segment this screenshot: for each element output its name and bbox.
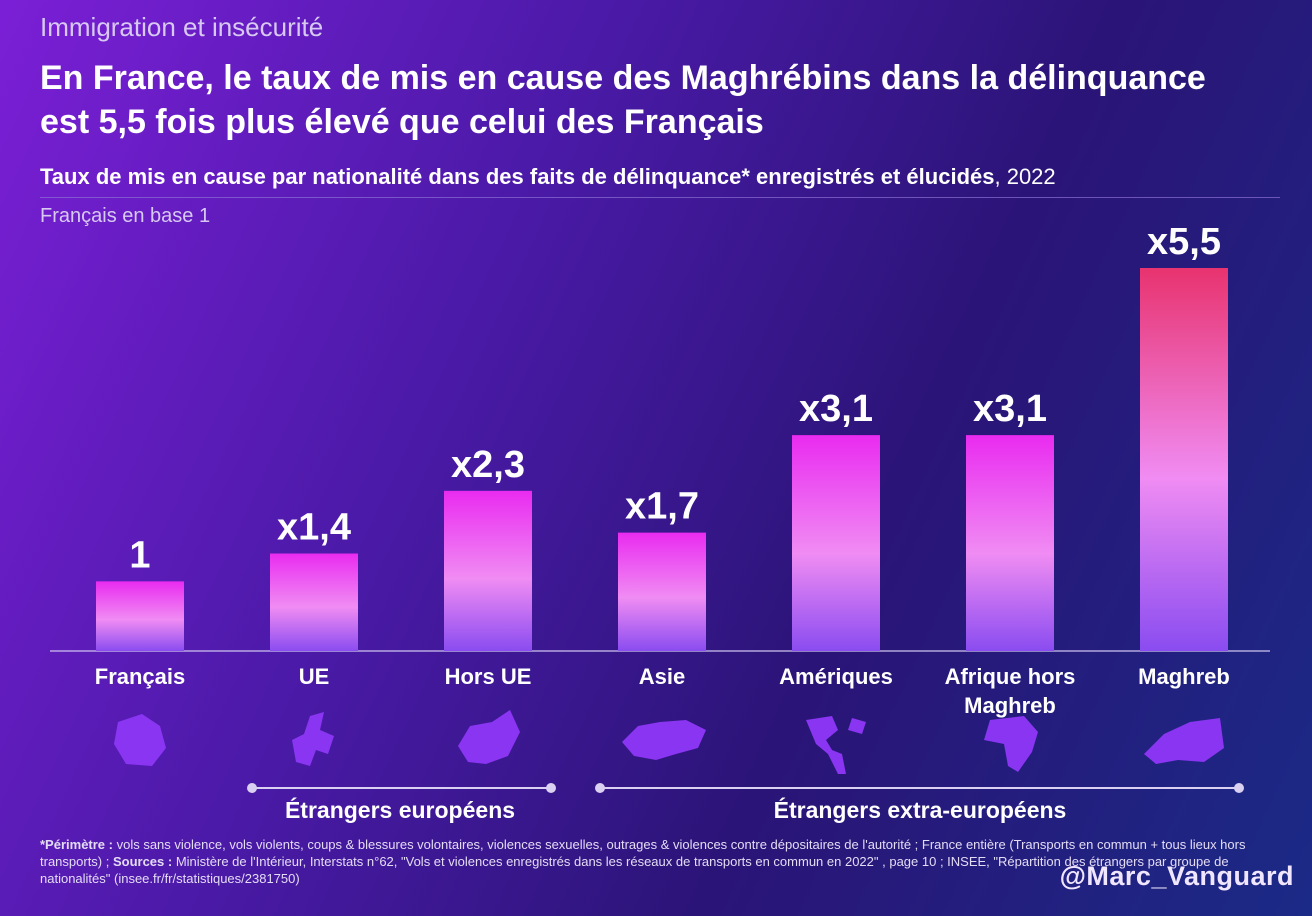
perimetre-text: vols sans violence, vols violents, coups… [40, 837, 1246, 869]
data-label-0: 1 [129, 534, 150, 576]
bar-0 [96, 581, 184, 651]
group-bracket-european-dot-right [546, 783, 556, 793]
group-bracket-extra-european-dot-left [595, 783, 605, 793]
subtitle-year: , 2022 [994, 164, 1056, 189]
category-label-5: Afrique hors Maghreb [945, 664, 1076, 718]
category-label-6: Maghreb [1138, 664, 1230, 689]
headline: En France, le taux de mis en cause des M… [40, 59, 1206, 141]
group-label-extra-european: Étrangers extra-européens [773, 797, 1067, 823]
bar-6 [1140, 268, 1228, 651]
data-label-6: x5,5 [1147, 221, 1221, 263]
perimetre-label: *Périmètre : [40, 837, 113, 852]
data-label-3: x1,7 [625, 486, 699, 528]
data-label-4: x3,1 [799, 388, 873, 430]
footnote: *Périmètre : vols sans violence, vols vi… [40, 836, 1290, 887]
maghreb-map-icon [1144, 718, 1224, 764]
bar-4 [792, 435, 880, 651]
sources-label: Sources : [112, 854, 173, 869]
subtitle-main: Taux de mis en cause par nationalité dan… [40, 164, 995, 189]
data-label-1: x1,4 [277, 507, 351, 549]
data-label-5: x3,1 [973, 388, 1047, 430]
category-label-0: Français [95, 664, 186, 689]
africa-map-icon [984, 716, 1038, 772]
author-handle: @Marc_Vanguard [1059, 861, 1294, 891]
group-bracket-extra-european-dot-right [1234, 783, 1244, 793]
world-map-icon [458, 710, 520, 764]
category-label-5-line2: Maghreb [964, 693, 1056, 718]
category-label-2: Hors UE [445, 664, 532, 689]
france-map-icon [114, 714, 166, 766]
category-label-5-line1: Afrique hors [945, 664, 1076, 689]
base-note: Français en base 1 [40, 205, 211, 227]
data-label-2: x2,3 [451, 444, 525, 486]
bar-1 [270, 553, 358, 651]
title-divider [40, 197, 1280, 198]
category-label-3: Asie [639, 664, 685, 689]
category-label-1: UE [299, 664, 330, 689]
group-label-european: Étrangers européens [284, 797, 516, 823]
bar-5 [966, 435, 1054, 651]
group-bracket-european-dot-left [247, 783, 257, 793]
sources-text: Ministère de l'Intérieur, Interstats n°6… [40, 854, 1229, 886]
europe-map-icon [292, 712, 334, 766]
americas-map-icon [806, 716, 866, 774]
bar-3 [618, 532, 706, 651]
bar-2 [444, 490, 532, 651]
kicker: Immigration et insécurité [40, 12, 324, 42]
category-label-4: Amériques [779, 664, 893, 689]
asia-map-icon [622, 720, 706, 760]
chart-subtitle: Taux de mis en cause par nationalité dan… [40, 164, 1056, 190]
